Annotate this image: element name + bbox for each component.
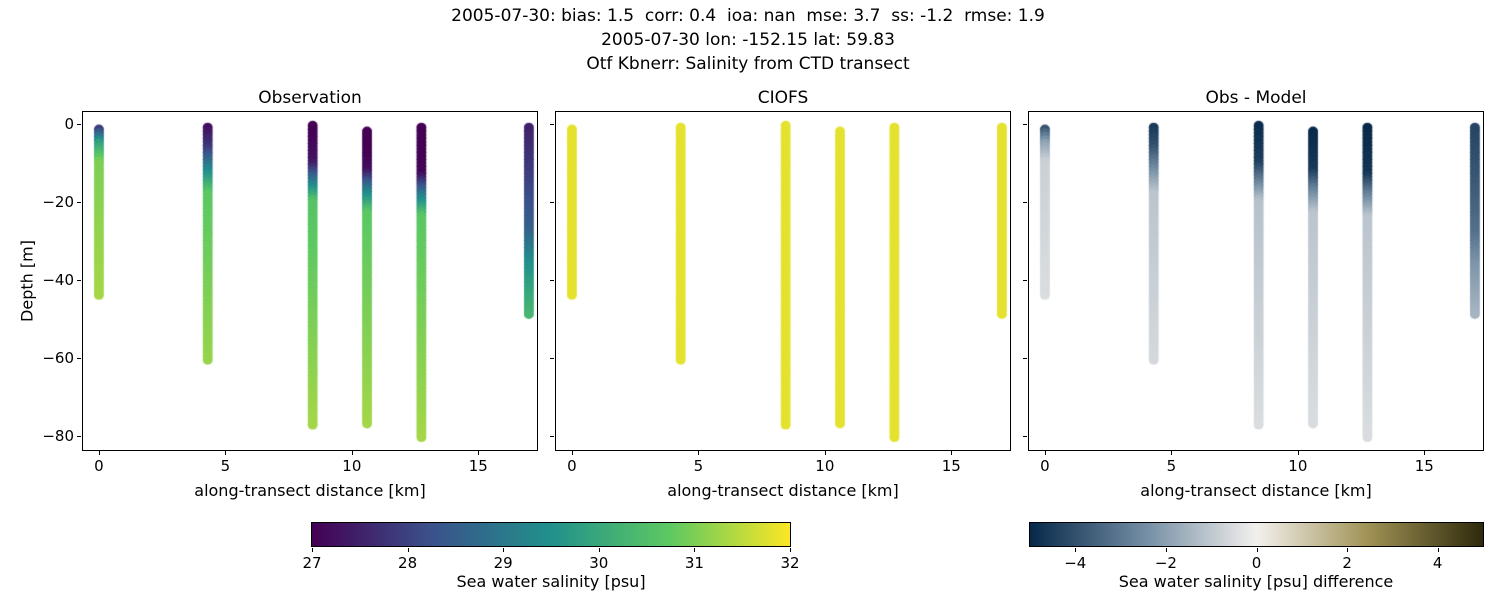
colorbar-tick-mark [790, 548, 791, 552]
colorbar-tick-mark [694, 548, 696, 552]
x-tick-label: 0 [1040, 457, 1050, 475]
colorbar-tick-label: 0 [1251, 554, 1262, 572]
panel-title-observation: Observation [258, 88, 362, 108]
x-tick-mark [98, 451, 100, 455]
y-tick-label: −40 [42, 271, 74, 290]
dataset-title: Otf Kbnerr: Salinity from CTD transect [586, 54, 910, 74]
x-tick-label: 10 [815, 457, 835, 475]
y-tick-mark [77, 123, 81, 125]
colorbar-tick-mark [1165, 548, 1167, 552]
y-tick-mark [1023, 201, 1027, 203]
ciofs-plot-canvas [556, 112, 1010, 450]
difference-colorbar-label: Sea water salinity [psu] difference [1118, 572, 1394, 591]
colorbar-tick-mark [598, 548, 600, 552]
y-tick-mark [550, 123, 554, 125]
colorbar-tick-mark [1347, 548, 1349, 552]
colorbar-tick-label: 29 [493, 554, 513, 572]
x-tick-label: 5 [693, 457, 704, 475]
x-axis-label-observation: along-transect distance [km] [194, 481, 426, 500]
stats-title: 2005-07-30: bias: 1.5 corr: 0.4 ioa: nan… [451, 6, 1045, 26]
y-tick-label: −80 [42, 427, 74, 446]
y-tick-mark [77, 280, 81, 282]
y-tick-mark [550, 358, 554, 360]
colorbar-tick-label: 28 [398, 554, 418, 572]
x-tick-mark [951, 451, 953, 455]
x-tick-label: 15 [1414, 457, 1434, 475]
x-tick-mark [1044, 451, 1046, 455]
x-tick-mark [1297, 451, 1299, 455]
colorbar-tick-label: 4 [1432, 554, 1443, 572]
colorbar-tick-mark [503, 548, 505, 552]
colorbar-tick-label: −2 [1154, 554, 1177, 572]
colorbar-tick-mark [1075, 548, 1077, 552]
x-tick-mark [1171, 451, 1173, 455]
y-tick-mark [550, 280, 554, 282]
location-title: 2005-07-30 lon: -152.15 lat: 59.83 [601, 30, 895, 50]
y-tick-mark [77, 358, 81, 360]
difference-colorbar [1029, 522, 1484, 547]
x-axis-label-ciofs: along-transect distance [km] [667, 481, 899, 500]
observation-axes [82, 111, 538, 451]
y-tick-mark [550, 201, 554, 203]
y-tick-label: 0 [64, 114, 74, 133]
x-tick-mark [698, 451, 700, 455]
y-tick-label: −20 [42, 192, 74, 211]
x-tick-mark [225, 451, 227, 455]
colorbar-tick-mark [1256, 548, 1258, 552]
panel-title-ciofs: CIOFS [757, 88, 809, 108]
colorbar-tick-mark [407, 548, 409, 552]
colorbar-tick-mark [312, 548, 313, 552]
x-tick-label: 10 [342, 457, 362, 475]
obs-model-plot-canvas [1029, 112, 1483, 450]
colorbar-tick-mark [1437, 548, 1439, 552]
difference-colorbar-gradient [1030, 523, 1483, 546]
y-tick-mark [1023, 358, 1027, 360]
colorbar-tick-label: 31 [684, 554, 704, 572]
salinity-colorbar [311, 522, 791, 547]
colorbar-tick-label: 2 [1342, 554, 1352, 572]
x-tick-label: 5 [1166, 457, 1177, 475]
x-tick-label: 15 [468, 457, 488, 475]
obs-model-axes [1028, 111, 1484, 451]
x-tick-mark [571, 451, 573, 455]
colorbar-tick-label: −4 [1064, 554, 1087, 572]
x-axis-label-obs-model: along-transect distance [km] [1140, 481, 1372, 500]
x-tick-mark [351, 451, 353, 455]
y-axis-label: Depth [m] [17, 240, 37, 322]
x-tick-label: 10 [1288, 457, 1308, 475]
colorbar-tick-label: 27 [302, 554, 322, 572]
salinity-colorbar-gradient [312, 523, 790, 546]
y-tick-mark [1023, 280, 1027, 282]
y-tick-mark [77, 436, 81, 438]
y-tick-mark [1023, 123, 1027, 125]
x-tick-mark [1424, 451, 1426, 455]
y-tick-label: −60 [42, 349, 74, 368]
x-tick-label: 0 [94, 457, 104, 475]
x-tick-label: 0 [567, 457, 577, 475]
x-tick-mark [824, 451, 826, 455]
x-tick-label: 5 [220, 457, 231, 475]
y-tick-mark [77, 201, 81, 203]
colorbar-tick-label: 30 [589, 554, 609, 572]
colorbar-tick-label: 32 [780, 554, 800, 572]
x-tick-label: 15 [941, 457, 961, 475]
panel-title-obs-model: Obs - Model [1205, 88, 1307, 108]
ciofs-axes [555, 111, 1011, 451]
y-tick-mark [1023, 436, 1027, 438]
observation-plot-canvas [83, 112, 537, 450]
salinity-colorbar-label: Sea water salinity [psu] [456, 572, 646, 591]
y-tick-mark [550, 436, 554, 438]
x-tick-mark [478, 451, 480, 455]
